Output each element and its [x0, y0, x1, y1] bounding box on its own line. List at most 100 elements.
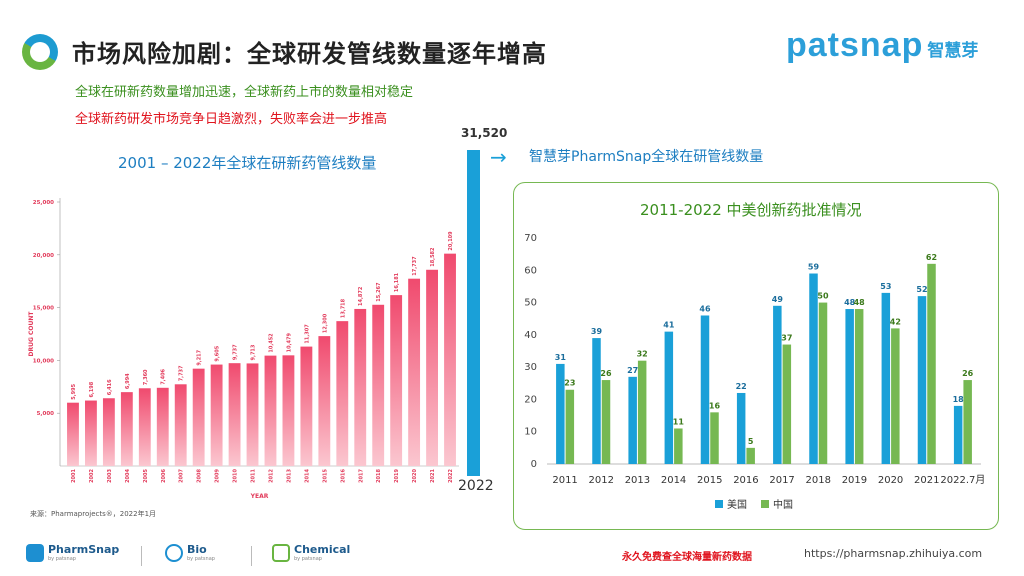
bar [246, 363, 259, 466]
bar-value-label: 22 [736, 382, 747, 391]
bar [120, 392, 133, 466]
footer-logo-chemical-sub: by patsnap [294, 556, 322, 562]
bar-cn [674, 428, 683, 464]
bar-value-label: 9,713 [251, 344, 257, 360]
bar [138, 388, 151, 466]
bar-value-label: 10,479 [286, 333, 292, 353]
bar-value-label: 5,995 [71, 383, 77, 399]
bar-cn [782, 344, 792, 464]
bar [156, 387, 169, 466]
bio-icon [165, 544, 183, 562]
x-tick-label: 2010 [233, 468, 239, 482]
y-tick-label: 70 [524, 233, 537, 244]
arrow-right-icon: → [490, 145, 507, 169]
bar-value-label: 41 [663, 321, 675, 330]
x-tick-label: 2013 [625, 475, 650, 486]
x-tick-label: 2020 [878, 475, 903, 486]
bar-value-label: 17,737 [412, 256, 418, 276]
bar-us [809, 273, 818, 464]
bar-us [556, 363, 565, 464]
bar-value-label: 59 [808, 263, 820, 272]
y-tick-label: 10 [524, 427, 537, 438]
y-tick-label: 0 [531, 459, 537, 470]
right-chart-title: 2011-2022 中美创新药批准情况 [640, 201, 862, 219]
bar-value-label: 11,307 [304, 324, 310, 344]
x-tick-label: 2006 [161, 468, 167, 482]
callout-year: 2022 [458, 478, 494, 494]
right-chart-frame [513, 182, 999, 530]
left-chart-source: 来源：Pharmaprojects®，2022年1月 [30, 510, 157, 518]
brand-logo[interactable]: patsnap 智慧芽 [786, 26, 978, 65]
page-title: 市场风险加剧：全球研发管线数量逐年增高 [72, 40, 547, 68]
x-tick-label: 2015 [697, 475, 722, 486]
right-bar-chart: 0 10 20 30 40 50 60 70 31 23 2011 39 26 2012 27 32 2013 4… [524, 233, 985, 511]
bar-us [953, 405, 963, 464]
footer-logo-chemical[interactable]: Chemical by patsnap [272, 544, 350, 562]
y-axis-title: DRUG COUNT [28, 311, 35, 357]
footer-logo-pharmsnap-sub: by patsnap [48, 556, 76, 562]
bar [372, 304, 385, 466]
x-tick-label: 2004 [125, 468, 131, 482]
x-tick-label: 2007 [179, 468, 185, 482]
bar-cn [818, 302, 828, 464]
bar [318, 336, 331, 466]
x-tick-label: 2017 [769, 475, 794, 486]
bar [102, 398, 115, 466]
bar-value-label: 7,737 [179, 365, 185, 381]
x-tick-label: 2021 [914, 475, 939, 486]
x-tick-label: 2003 [107, 468, 113, 482]
subtitle-1: 全球在研新药数量增加迅速，全球新药上市的数量相对稳定 [75, 85, 414, 100]
bar-value-label: 50 [817, 292, 829, 301]
bar-value-label: 26 [600, 369, 612, 378]
legend-swatch-cn [761, 500, 769, 508]
bar-value-label: 18 [953, 395, 965, 404]
bar-cn [854, 309, 864, 464]
bar [210, 364, 223, 466]
footer-url[interactable]: https://pharmsnap.zhihuiya.com [804, 547, 983, 560]
bar [444, 253, 456, 466]
x-tick-label: 2005 [143, 468, 149, 482]
bar [264, 355, 277, 466]
callout-value: 31,520 [461, 126, 508, 140]
x-tick-label: 2019 [842, 475, 867, 486]
pharmsnap-icon [26, 544, 44, 562]
bar-us [592, 338, 601, 464]
x-tick-label: 2016 [340, 468, 346, 482]
bar-value-label: 9,737 [233, 344, 239, 360]
x-axis-title: YEAR [250, 493, 269, 500]
x-tick-label: 2012 [268, 468, 274, 482]
bar-cn [963, 380, 972, 464]
x-tick-label: 2011 [552, 475, 577, 486]
bar-us [700, 315, 710, 464]
bar-value-label: 52 [916, 285, 927, 294]
subtitle-2: 全球新药研发市场竞争日趋激烈，失败率会进一步推高 [75, 112, 388, 127]
footer-logo-pharmsnap-name: PharmSnap [48, 543, 120, 556]
bar [408, 278, 421, 466]
bar-value-label: 9,605 [215, 345, 221, 361]
x-tick-label: 2008 [197, 468, 203, 482]
bar-cn [601, 380, 611, 464]
bar-cn [565, 389, 575, 464]
footer-logo-pharmsnap[interactable]: PharmSnap by patsnap [26, 544, 119, 562]
bar [192, 368, 205, 466]
bar-value-label: 48 [844, 298, 856, 307]
left-bar-chart: 5,000 10,000 15,000 20,000 25,000 5,995 2001 6,… [28, 198, 459, 500]
x-tick-label: 2012 [589, 475, 614, 486]
bar-us [736, 392, 746, 464]
bar-value-label: 6,416 [107, 379, 113, 395]
bar-value-label: 20,109 [448, 231, 454, 251]
y-tick-label: 40 [524, 330, 537, 341]
x-tick-label: 2017 [358, 468, 364, 482]
bar-value-label: 42 [890, 317, 901, 326]
bar-value-label: 12,300 [322, 313, 328, 333]
bar [67, 402, 79, 466]
x-tick-label: 2018 [806, 475, 831, 486]
bar-value-label: 37 [781, 334, 792, 343]
x-tick-label: 2014 [304, 468, 310, 482]
y-tick-label: 50 [524, 298, 537, 309]
footer-logo-bio[interactable]: Bio by patsnap [165, 544, 215, 562]
x-tick-label: 2011 [251, 468, 257, 482]
bar [336, 321, 349, 466]
bar-value-label: 53 [880, 282, 891, 291]
